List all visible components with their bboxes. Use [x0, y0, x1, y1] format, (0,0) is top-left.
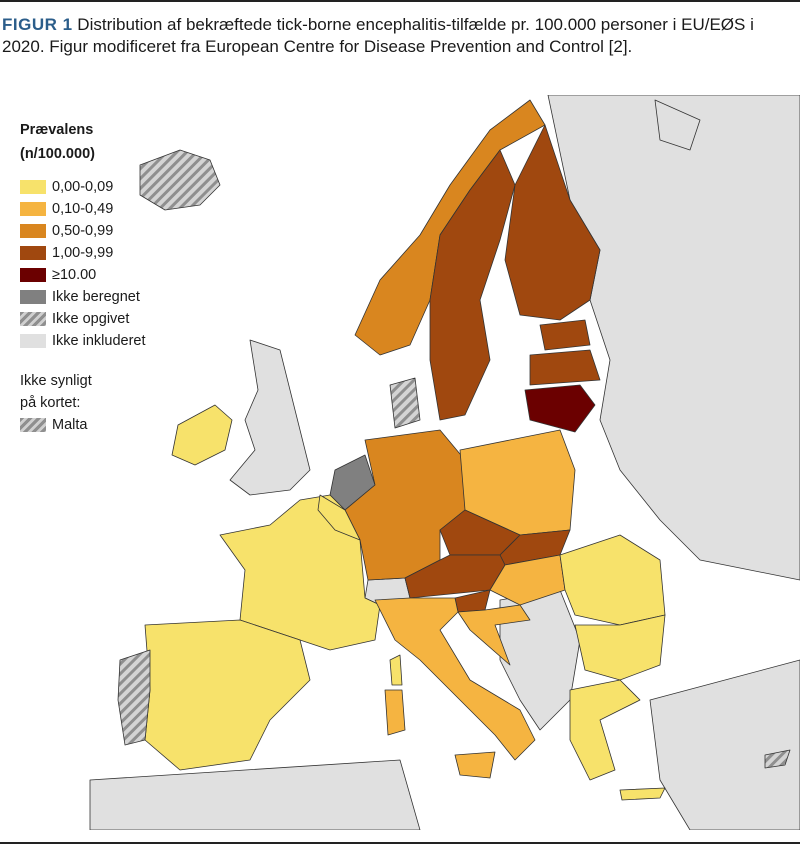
- region-ireland: [171, 404, 233, 466]
- legend-swatch: [20, 334, 46, 348]
- region-corsica: [389, 654, 403, 686]
- legend-swatch: [20, 224, 46, 238]
- region-croatia: [457, 604, 531, 666]
- legend-swatch: [20, 180, 46, 194]
- region-romania: [559, 534, 666, 626]
- top-rule: [0, 0, 800, 2]
- legend-item: 1,00-9,99: [20, 242, 146, 264]
- europe-map: [89, 95, 800, 830]
- region-sicily: [454, 751, 496, 779]
- legend-item: 0,50-0,99: [20, 220, 146, 242]
- region-italy: [374, 597, 536, 761]
- region-austria: [404, 554, 506, 599]
- legend-item-label: 1,00-9,99: [52, 245, 114, 261]
- legend-item-label: ≥10.00: [52, 267, 97, 283]
- region-sardinia: [384, 689, 406, 736]
- figure-label: FIGUR 1: [2, 15, 73, 34]
- legend-swatch: [20, 246, 46, 260]
- legend-title-line2: (n/100.000): [20, 146, 95, 162]
- region-north-africa: [89, 759, 421, 830]
- region-bulgaria: [574, 614, 666, 681]
- legend-item: 0,00-0,09: [20, 176, 146, 198]
- legend-note-item-label: Malta: [52, 417, 88, 433]
- legend-note-line2: på kortet:: [20, 395, 81, 411]
- region-finland: [504, 124, 601, 321]
- region-lithuania: [524, 384, 596, 433]
- bottom-rule: [0, 842, 800, 844]
- legend-swatch: [20, 418, 46, 432]
- region-portugal: [117, 649, 151, 746]
- region-crete: [619, 787, 666, 801]
- legend-item: Ikke beregnet: [20, 286, 146, 308]
- region-greece: [569, 679, 641, 781]
- legend-item-label: Ikke beregnet: [52, 289, 140, 305]
- legend-item-label: Ikke inkluderet: [52, 333, 146, 349]
- legend-title-line1: Prævalens: [20, 122, 94, 138]
- region-estonia: [539, 319, 591, 351]
- legend-item: Ikke opgivet: [20, 308, 146, 330]
- region-spain: [144, 619, 311, 771]
- legend-item: ≥10.00: [20, 264, 146, 286]
- legend-swatch: [20, 290, 46, 304]
- legend-note-line1: Ikke synligt: [20, 373, 92, 389]
- map-legend: Prævalens (n/100.000) 0,00-0,09 0,10-0,4…: [20, 118, 146, 436]
- region-denmark: [389, 377, 421, 429]
- legend-note: Ikke synligt på kortet: Malta: [20, 370, 146, 436]
- region-balkans: [499, 589, 581, 731]
- region-sweden: [429, 149, 516, 421]
- region-norway: [354, 99, 546, 356]
- legend-swatch: [20, 312, 46, 326]
- legend-swatch: [20, 202, 46, 216]
- region-latvia: [529, 349, 601, 386]
- legend-item-label: 0,10-0,49: [52, 201, 114, 217]
- region-norway-north-ext: [654, 99, 701, 151]
- figure-caption-text: Distribution af bekræftede tick-borne en…: [2, 15, 754, 56]
- figure-caption: FIGUR 1 Distribution af bekræftede tick-…: [2, 14, 792, 58]
- legend-item: 0,10-0,49: [20, 198, 146, 220]
- legend-note-item: Malta: [20, 414, 146, 436]
- legend-item-label: Ikke opgivet: [52, 311, 130, 327]
- legend-item-label: 0,00-0,09: [52, 179, 114, 195]
- region-cyprus: [764, 749, 791, 769]
- legend-swatch: [20, 268, 46, 282]
- region-uk: [229, 339, 311, 496]
- region-turkey: [649, 659, 800, 830]
- region-iceland: [139, 149, 221, 211]
- region-belgium: [317, 494, 361, 541]
- legend-item: Ikke inkluderet: [20, 330, 146, 352]
- legend-item-label: 0,50-0,99: [52, 223, 114, 239]
